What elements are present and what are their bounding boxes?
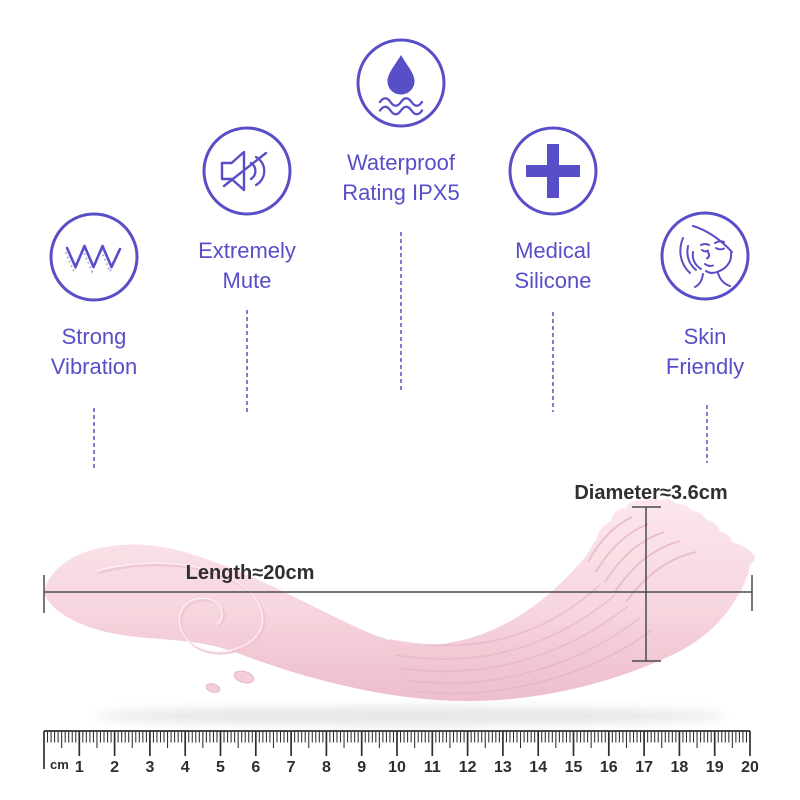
ruler-number: 8 [322,759,331,776]
mute-speaker-icon [197,121,297,221]
feature-text-line: Skin [683,324,727,349]
feature-text-line: Friendly [665,354,745,379]
leader-line-medical [552,312,554,412]
ruler-number: 17 [635,759,653,776]
feature-text-line: Waterproof [346,150,455,175]
feature-label-medical-silicone: Medical Silicone [463,236,643,296]
medical-cross-icon [503,121,603,221]
leader-line-waterproof [400,232,402,390]
product-shadow [95,707,725,725]
feature-label-extremely-mute: Extremely Mute [157,236,337,296]
product-head-ridges [587,516,697,603]
ruler-number: 16 [600,759,618,776]
ruler-number: 14 [529,759,547,776]
diameter-dimension-label: Diameter≈3.6cm [574,482,728,504]
feature-text-line: Rating IPX5 [342,180,460,205]
ruler-number: 3 [145,759,154,776]
ruler-number: 9 [357,759,366,776]
leader-line-vibration [93,408,95,468]
ruler-number: 4 [181,759,190,776]
ruler-number: 7 [287,759,296,776]
leader-line-skin [706,405,708,463]
ruler-number: 13 [494,759,512,776]
feature-text-line: Silicone [514,268,592,293]
vibration-wave-icon [44,207,144,307]
waterproof-drop-icon [351,33,451,133]
product-photo [43,497,755,725]
ruler-number: 12 [459,759,477,776]
product-body-shading [44,497,755,701]
product-buttons [205,670,255,693]
feature-text-line: Vibration [50,354,138,379]
ruler-unit-label: cm [50,757,69,772]
product-ribs [389,584,653,695]
ruler-number: 1 [75,759,84,776]
ruler-number: 20 [741,759,759,776]
feature-label-waterproof: Waterproof Rating IPX5 [311,148,491,208]
feature-text-line: Strong [61,324,127,349]
ruler-ticks [43,731,751,769]
leader-line-mute [246,310,248,414]
feature-label-strong-vibration: Strong Vibration [4,322,184,382]
ruler-number: 6 [251,759,260,776]
feature-text-line: Extremely [198,238,296,263]
feature-text-line: Mute [222,268,272,293]
feature-text-line: Medical [515,238,591,263]
ruler-number: 2 [110,759,119,776]
diameter-measure-line [632,506,661,662]
ruler: 1 2 3 4 5 6 7 8 9 10 11 12 13 14 15 16 17 18 19 20cm [43,730,759,776]
length-dimension-label: Length≈20cm [185,562,315,584]
product-handle-swirl [95,562,266,655]
ruler-number: 18 [671,759,689,776]
ruler-number: 19 [706,759,724,776]
feature-label-skin-friendly: Skin Friendly [615,322,795,382]
ruler-number: 15 [565,759,583,776]
length-measure-line [43,575,753,613]
skin-friendly-face-icon [655,206,755,306]
ruler-number: 11 [424,759,441,776]
ruler-number: 10 [388,759,406,776]
ruler-number: 5 [216,759,225,776]
